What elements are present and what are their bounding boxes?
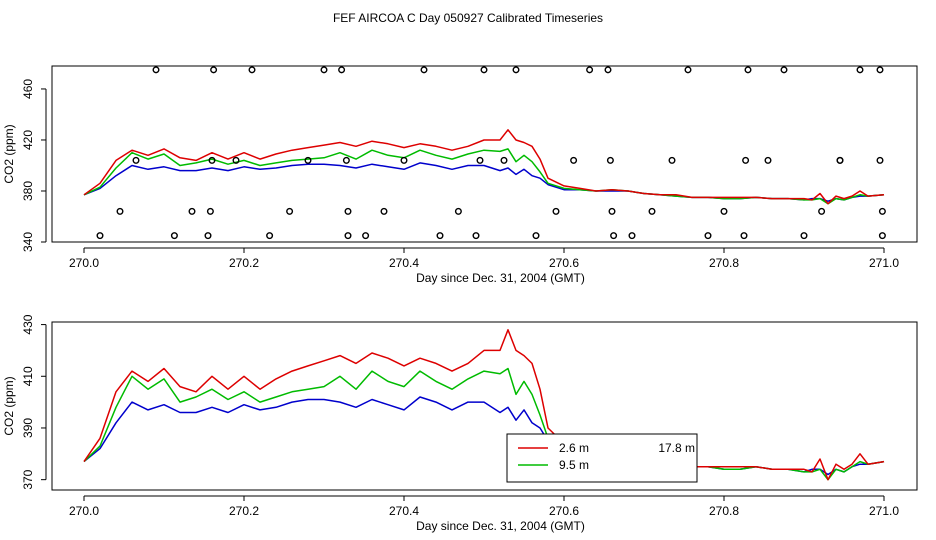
- calibration-point: [628, 232, 636, 240]
- figure-title: FEF AIRCOA C Day 050927 Calibrated Times…: [333, 11, 603, 25]
- calibration-point: [436, 232, 444, 240]
- calibration-point: [338, 66, 346, 74]
- calibration-point: [206, 207, 214, 215]
- y-tick-label: 390: [21, 418, 35, 438]
- calibration-point: [344, 232, 352, 240]
- calibration-point: [342, 156, 350, 164]
- x-tick-label: 271.0: [869, 504, 899, 518]
- calibration-point: [704, 232, 712, 240]
- calibration-point: [836, 156, 844, 164]
- series-line-9-5-m: [83, 367, 885, 481]
- calibration-point: [320, 66, 328, 74]
- calibration-point: [878, 232, 886, 240]
- y-tick-label: 430: [21, 314, 35, 334]
- series-line-17-8-m: [83, 396, 885, 476]
- calibration-point: [720, 207, 728, 215]
- x-axis-label: Day since Dec. 31, 2004 (GMT): [416, 271, 585, 285]
- plot-frame: [51, 321, 918, 491]
- x-tick-label: 270.2: [229, 256, 259, 270]
- x-axis-label: Day since Dec. 31, 2004 (GMT): [416, 519, 585, 533]
- x-tick-label: 270.4: [389, 504, 419, 518]
- y-tick-label: 460: [21, 79, 35, 99]
- series-line-17-8-m: [83, 162, 885, 202]
- calibration-point: [420, 66, 428, 74]
- calibration-point: [170, 232, 178, 240]
- calibration-point: [876, 156, 884, 164]
- calibration-point: [764, 156, 772, 164]
- calibration-point: [878, 207, 886, 215]
- calibration-point: [818, 207, 826, 215]
- calibration-point: [856, 66, 864, 74]
- calibration-point: [532, 232, 540, 240]
- calibration-point: [286, 207, 294, 215]
- y-tick-label: 380: [21, 181, 35, 201]
- calibration-point: [380, 207, 388, 215]
- series-line-2-6-m: [83, 329, 885, 481]
- calibration-point: [780, 66, 788, 74]
- calibration-point: [266, 232, 274, 240]
- x-tick-label: 270.6: [549, 256, 579, 270]
- calibration-point: [570, 156, 578, 164]
- calibration-point: [552, 207, 560, 215]
- calibration-point: [188, 207, 196, 215]
- y-tick-label: 420: [21, 130, 35, 150]
- calibration-point: [248, 66, 256, 74]
- calibration-point: [610, 232, 618, 240]
- calibration-point: [668, 156, 676, 164]
- calibration-point: [684, 66, 692, 74]
- y-axis-label: CO2 (ppm): [2, 124, 16, 183]
- series-line-2-6-m: [83, 129, 885, 205]
- calibration-point: [606, 156, 614, 164]
- calibration-point: [362, 232, 370, 240]
- calibration-point: [512, 66, 520, 74]
- legend-label: 17.8 m: [658, 441, 695, 455]
- x-tick-label: 270.4: [389, 256, 419, 270]
- x-tick-label: 271.0: [869, 256, 899, 270]
- calibration-point: [204, 232, 212, 240]
- calibration-point: [232, 156, 240, 164]
- calibration-point: [586, 66, 594, 74]
- legend-label: 9.5 m: [559, 458, 589, 472]
- calibration-point: [648, 207, 656, 215]
- legend-box: [506, 433, 698, 483]
- calibration-point: [742, 156, 750, 164]
- legend-label: 2.6 m: [559, 441, 589, 455]
- calibration-point: [608, 207, 616, 215]
- calibration-point: [476, 156, 484, 164]
- y-axis-label: CO2 (ppm): [2, 376, 16, 435]
- calibration-point: [116, 207, 124, 215]
- calibration-point: [480, 66, 488, 74]
- calibration-point: [800, 232, 808, 240]
- calibration-point: [740, 232, 748, 240]
- x-tick-label: 270.0: [69, 256, 99, 270]
- x-tick-label: 270.0: [69, 504, 99, 518]
- calibration-point: [132, 156, 140, 164]
- x-tick-label: 270.8: [709, 504, 739, 518]
- calibration-point: [210, 66, 218, 74]
- calibration-point: [744, 66, 752, 74]
- y-tick-label: 340: [21, 232, 35, 252]
- top-panel: 270.0 270.2 270.4 270.6 270.8 271.0 340 380 420 4…: [2, 65, 918, 285]
- bottom-panel: 270.0 270.2 270.4 270.6 270.8 271.0 370 390 410 4…: [2, 314, 918, 533]
- calibration-point: [208, 156, 216, 164]
- calibration-point: [400, 156, 408, 164]
- calibration-point: [96, 232, 104, 240]
- x-tick-label: 270.8: [709, 256, 739, 270]
- calibration-point: [500, 156, 508, 164]
- y-tick-label: 410: [21, 366, 35, 386]
- calibration-point: [604, 66, 612, 74]
- calibration-point: [454, 207, 462, 215]
- plot-frame: [51, 65, 918, 243]
- calibration-point: [152, 66, 160, 74]
- x-tick-label: 270.6: [549, 504, 579, 518]
- calibration-point: [876, 66, 884, 74]
- y-tick-label: 370: [21, 469, 35, 489]
- x-tick-label: 270.2: [229, 504, 259, 518]
- calibration-point: [304, 156, 312, 164]
- calibration-point: [344, 207, 352, 215]
- calibration-point: [472, 232, 480, 240]
